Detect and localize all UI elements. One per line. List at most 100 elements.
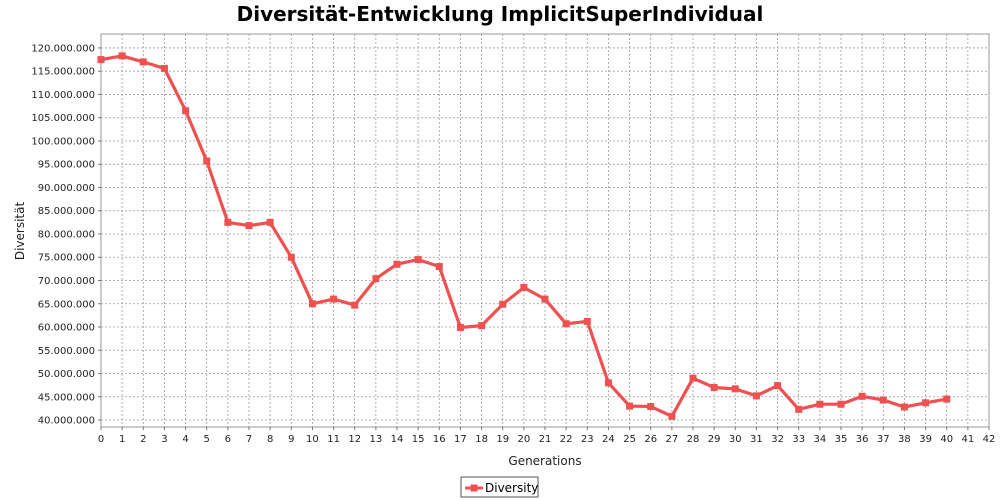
data-point	[139, 58, 147, 66]
data-point	[351, 301, 359, 309]
data-point	[731, 385, 739, 393]
grid-lines	[100, 34, 990, 427]
data-point	[160, 64, 168, 72]
data-point	[541, 295, 549, 303]
x-tick-label: 19	[496, 434, 509, 445]
x-tick-label: 37	[877, 434, 890, 445]
x-tick-label: 8	[267, 434, 273, 445]
y-tick-label: 60.000.000	[38, 323, 95, 334]
x-tick-label: 35	[835, 434, 848, 445]
series-layer	[97, 52, 951, 420]
data-point	[562, 320, 570, 328]
x-tick-label: 4	[182, 434, 188, 445]
data-point	[97, 56, 105, 64]
y-axis-title: Diversität	[13, 202, 27, 261]
data-point	[435, 263, 443, 271]
x-tick-label: 28	[687, 434, 700, 445]
x-tick-label: 39	[919, 434, 932, 445]
y-tick-label: 70.000.000	[38, 276, 95, 287]
x-tick-label: 41	[961, 434, 974, 445]
y-tick-label: 65.000.000	[38, 299, 95, 310]
data-point	[583, 317, 591, 325]
data-point	[456, 323, 464, 331]
x-tick-label: 32	[771, 434, 784, 445]
y-tick-label: 120.000.000	[31, 43, 95, 54]
x-tick-label: 42	[983, 434, 996, 445]
x-tick-label: 34	[813, 434, 826, 445]
x-tick-label: 16	[433, 434, 446, 445]
data-point	[308, 300, 316, 308]
y-tick-label: 100.000.000	[31, 136, 95, 147]
x-tick-label: 12	[348, 434, 361, 445]
data-point	[689, 374, 697, 382]
data-point	[922, 399, 930, 407]
data-point	[224, 218, 232, 226]
data-point	[414, 256, 422, 264]
data-point	[668, 412, 676, 420]
y-tick-label: 95.000.000	[38, 160, 95, 171]
y-tick-label: 110.000.000	[31, 90, 95, 101]
x-tick-label: 10	[306, 434, 319, 445]
data-point	[520, 283, 528, 291]
data-point	[499, 300, 507, 308]
y-tick-label: 40.000.000	[38, 416, 95, 427]
y-tick-label: 55.000.000	[38, 346, 95, 357]
data-point	[266, 218, 274, 226]
x-tick-label: 40	[940, 434, 953, 445]
data-point	[900, 403, 908, 411]
x-tick-label: 13	[369, 434, 382, 445]
x-tick-label: 33	[792, 434, 805, 445]
x-axis-title: Generations	[508, 454, 581, 468]
legend-box	[460, 476, 539, 498]
x-tick-label: 23	[581, 434, 594, 445]
x-tick-label: 21	[539, 434, 552, 445]
x-tick-label: 9	[288, 434, 294, 445]
data-point	[203, 157, 211, 165]
y-tick-label: 45.000.000	[38, 392, 95, 403]
x-tick-label: 6	[225, 434, 231, 445]
y-tick-label: 115.000.000	[31, 67, 95, 78]
data-point	[245, 222, 253, 230]
data-point	[943, 395, 951, 403]
data-point	[604, 379, 612, 387]
x-tick-label: 38	[898, 434, 911, 445]
y-tick-label: 80.000.000	[38, 229, 95, 240]
data-point	[287, 253, 295, 261]
axes: 0 1 2 3 4 5 6 7 8 9 10 11 12 13 14 15 16 17 18 19 20 21 22 23 24…	[31, 43, 995, 445]
x-tick-label: 29	[708, 434, 721, 445]
x-tick-label: 14	[391, 434, 404, 445]
x-tick-label: 3	[161, 434, 167, 445]
x-tick-label: 11	[327, 434, 340, 445]
data-point	[858, 392, 866, 400]
y-tick-label: 105.000.000	[31, 113, 95, 124]
data-point	[795, 405, 803, 413]
data-point	[774, 382, 782, 390]
data-point	[837, 400, 845, 408]
data-point	[330, 295, 338, 303]
y-tick-label: 85.000.000	[38, 206, 95, 217]
legend-label: Diversity	[485, 481, 538, 495]
x-tick-label: 36	[856, 434, 869, 445]
data-point	[647, 403, 655, 411]
data-point	[478, 322, 486, 330]
chart-title: Diversität-Entwicklung ImplicitSuperIndi…	[236, 2, 764, 26]
data-point	[879, 396, 887, 404]
x-tick-label: 18	[475, 434, 488, 445]
y-tick-label: 75.000.000	[38, 253, 95, 264]
x-tick-label: 2	[140, 434, 146, 445]
data-point	[118, 52, 126, 60]
x-tick-label: 7	[246, 434, 252, 445]
x-tick-label: 24	[602, 434, 615, 445]
data-point	[626, 402, 634, 410]
x-tick-label: 5	[204, 434, 210, 445]
data-point	[710, 383, 718, 391]
x-tick-label: 31	[750, 434, 763, 445]
x-tick-label: 17	[454, 434, 467, 445]
x-tick-label: 1	[119, 434, 125, 445]
x-tick-label: 20	[517, 434, 530, 445]
data-point	[752, 392, 760, 400]
x-tick-label: 30	[729, 434, 742, 445]
data-point	[393, 260, 401, 268]
x-tick-label: 22	[560, 434, 573, 445]
x-tick-label: 25	[623, 434, 636, 445]
